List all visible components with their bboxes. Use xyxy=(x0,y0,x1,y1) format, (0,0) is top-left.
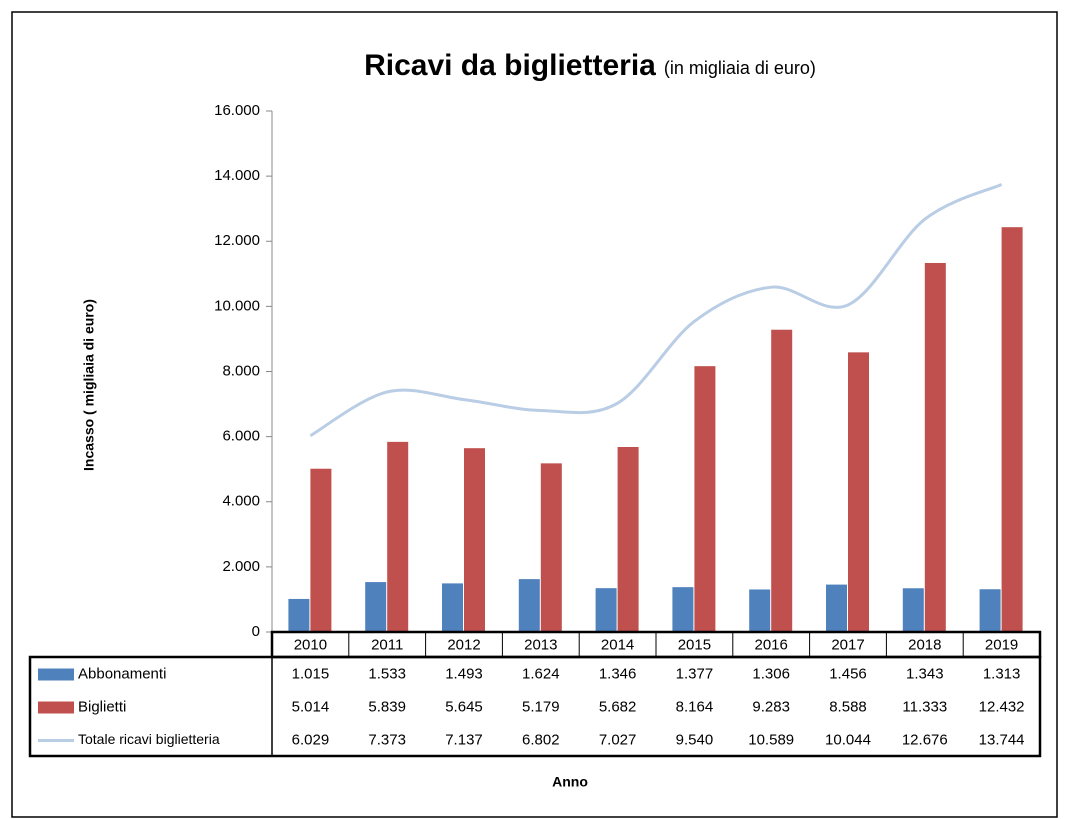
bar xyxy=(848,352,869,632)
bar xyxy=(365,582,387,632)
table-cell: 7.027 xyxy=(599,731,637,748)
table-cell: 11.333 xyxy=(902,698,947,715)
table-cell: 5.645 xyxy=(445,698,483,715)
table-cell: 1.377 xyxy=(676,665,714,682)
bar xyxy=(617,446,639,632)
legend-label: Totale ricavi biglietteria xyxy=(78,731,220,747)
y-tick-label: 6.000 xyxy=(222,428,260,445)
y-tick-label: 2.000 xyxy=(222,558,260,575)
bar xyxy=(310,468,332,632)
line xyxy=(309,183,1003,437)
x-tick-label: 2018 xyxy=(908,636,941,653)
legend-label: Abbonamenti xyxy=(78,665,166,682)
x-tick-label: 2019 xyxy=(985,636,1018,653)
x-tick-label: 2012 xyxy=(447,636,480,653)
legend-label: Biglietti xyxy=(78,698,126,715)
table-cell: 6.029 xyxy=(292,731,330,748)
bar xyxy=(826,584,847,632)
bar xyxy=(924,262,946,632)
table-cell: 1.343 xyxy=(906,665,944,682)
bar xyxy=(442,583,463,632)
y-tick-label: 14.000 xyxy=(214,167,260,184)
x-tick-label: 2017 xyxy=(831,636,864,653)
table-cell: 1.346 xyxy=(599,665,637,682)
chart-subtitle: (in migliaia di euro) xyxy=(664,58,816,78)
y-tick-label: 0 xyxy=(252,623,260,640)
bar xyxy=(518,579,540,632)
table-cell: 5.839 xyxy=(368,698,406,715)
table-cell: 6.802 xyxy=(522,731,560,748)
table-cell: 10.044 xyxy=(825,731,871,748)
y-tick-label: 8.000 xyxy=(222,362,260,379)
y-tick-label: 4.000 xyxy=(222,493,260,510)
bar xyxy=(672,587,694,632)
x-tick-label: 2010 xyxy=(294,636,327,653)
bar xyxy=(595,588,617,632)
table-cell: 7.137 xyxy=(445,731,483,748)
bar xyxy=(464,448,485,632)
bar xyxy=(979,589,1001,632)
table-cell: 1.015 xyxy=(292,665,330,682)
bar xyxy=(387,441,409,632)
chart-title: Ricavi da biglietteria xyxy=(364,49,656,82)
table-cell: 8.164 xyxy=(676,698,714,715)
y-axis-label: Incasso ( migliaia di euro) xyxy=(81,299,97,471)
table-cell: 1.313 xyxy=(983,665,1021,682)
table-cell: 12.676 xyxy=(902,731,948,748)
bar xyxy=(771,329,793,632)
table-cell: 1.456 xyxy=(829,665,867,682)
x-tick-label: 2016 xyxy=(755,636,788,653)
table-cell: 5.682 xyxy=(599,698,637,715)
bar xyxy=(1001,227,1023,633)
table-cell: 8.588 xyxy=(829,698,867,715)
chart-border xyxy=(11,11,1058,818)
table-cell: 10.589 xyxy=(748,731,794,748)
table-cell: 13.744 xyxy=(979,731,1025,748)
table-cell: 9.540 xyxy=(676,731,714,748)
table-cell: 7.373 xyxy=(368,731,406,748)
x-tick-label: 2011 xyxy=(371,636,403,653)
legend-key xyxy=(38,701,74,714)
y-tick-label: 10.000 xyxy=(214,297,260,314)
x-tick-label: 2015 xyxy=(678,636,711,653)
legend-key xyxy=(38,668,74,681)
x-tick-label: 2013 xyxy=(524,636,557,653)
bar xyxy=(288,598,310,632)
bar xyxy=(694,366,716,632)
table-cell: 1.493 xyxy=(445,665,483,682)
table-cell: 5.014 xyxy=(292,698,330,715)
y-tick-label: 12.000 xyxy=(214,232,260,249)
bar xyxy=(749,589,771,632)
table-cell: 12.432 xyxy=(979,698,1025,715)
table-cell: 9.283 xyxy=(752,698,790,715)
table-cell: 1.624 xyxy=(522,665,560,682)
table-cell: 1.533 xyxy=(368,665,406,682)
bar xyxy=(902,588,924,632)
table-body-border xyxy=(28,655,1042,758)
table-cell: 5.179 xyxy=(522,698,560,715)
x-axis-label: Anno xyxy=(552,774,588,790)
table-cell: 1.306 xyxy=(752,665,790,682)
y-tick-label: 16.000 xyxy=(214,102,260,119)
x-tick-label: 2014 xyxy=(601,636,634,653)
bar xyxy=(540,463,562,632)
